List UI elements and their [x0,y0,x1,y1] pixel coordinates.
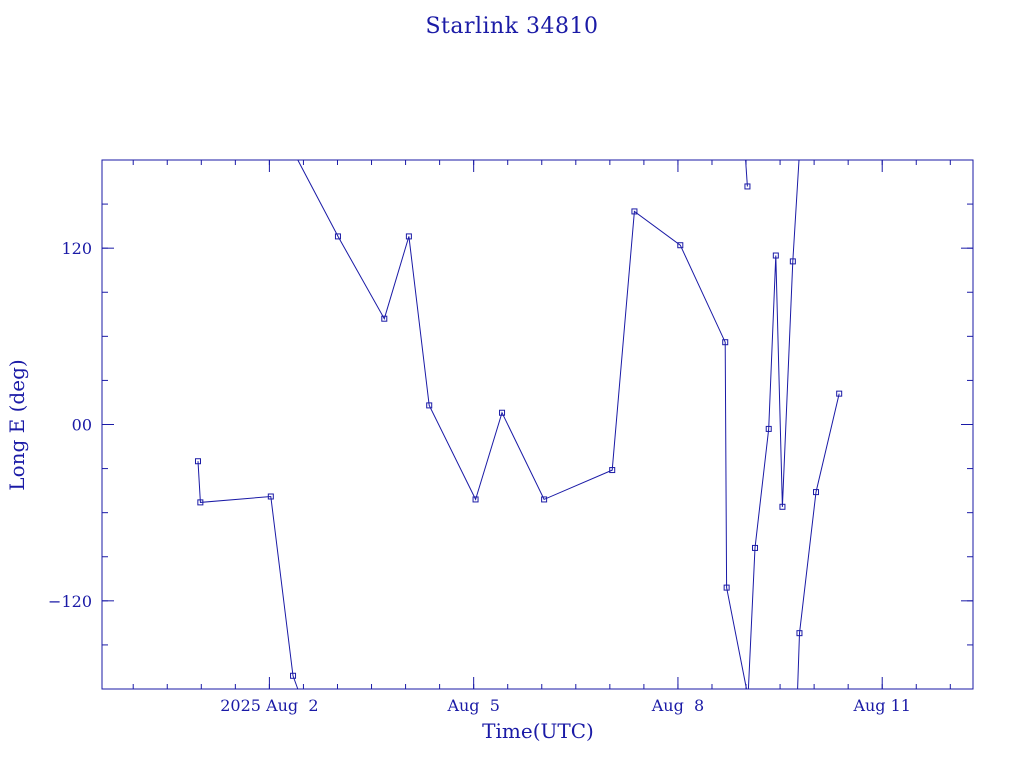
data-point [405,233,412,240]
plot-frame [101,159,974,690]
x-tick-label: Aug 11 [852,696,911,715]
data-point [194,458,201,465]
data-point [796,630,803,637]
data-point [472,496,479,503]
y-tick-label: −120 [48,592,92,611]
series-line-segment [297,159,747,690]
series-line-segment [797,393,840,690]
data-point [197,499,204,506]
x-axis-label: Time(UTC) [482,719,594,743]
data-point [677,242,684,249]
data-point [381,315,388,322]
data-point [499,409,506,416]
x-tick-label: 2025 Aug 2 [220,696,318,715]
x-minor-ticks [132,160,951,689]
y-minor-ticks [102,203,973,646]
data-point [789,258,796,265]
data-point [772,252,779,259]
data-point [752,544,759,551]
data-point [836,390,843,397]
data-point [631,208,638,215]
data-point [779,503,786,510]
data-point [722,339,729,346]
data-point [290,672,297,679]
x-major-ticks: 2025 Aug 2 Aug 5 Aug 8 Aug 11 [220,160,911,715]
data-point [813,489,820,496]
data-point [744,183,751,190]
x-tick-label: Aug 8 [651,696,704,715]
y-major-ticks: 120 00 −120 [48,239,973,611]
x-tick-label: Aug 5 [446,696,499,715]
data-point [426,402,433,409]
chart-title: Starlink 34810 [425,14,599,39]
y-tick-label: 00 [72,416,92,435]
series-line-segment [747,159,800,690]
data-point [541,496,548,503]
data-point [723,584,730,591]
data-point [765,425,772,432]
data-point [267,493,274,500]
series-line-segment [745,159,748,187]
data-point [609,467,616,474]
data-point [334,233,341,240]
series-line-segment [197,461,299,690]
longitude-series [194,159,843,690]
y-axis-label: Long E (deg) [5,359,29,490]
y-tick-label: 120 [61,239,92,258]
